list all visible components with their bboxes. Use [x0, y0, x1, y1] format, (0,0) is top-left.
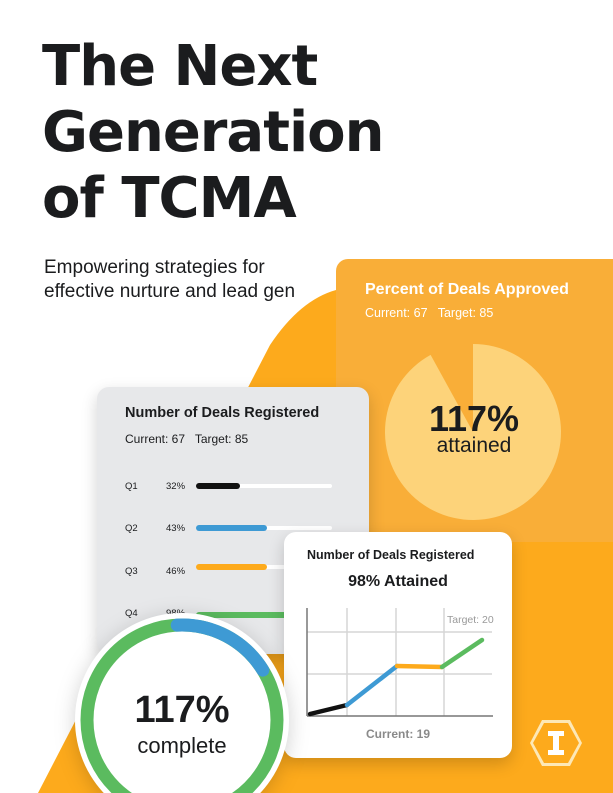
title-line-1: The Next [42, 34, 318, 99]
quarter-bar-q2 [196, 525, 267, 531]
quarter-bar-q3 [196, 564, 267, 570]
line-chart-subtitle: 98% Attained [348, 573, 448, 590]
deals-approved-title: Percent of Deals Approved [365, 281, 569, 298]
quarter-track-q2 [196, 525, 332, 531]
quarter-bar-q4 [196, 612, 330, 618]
line-segment-3 [394, 663, 445, 670]
deals-approved-label: attained [436, 434, 512, 457]
quarter-value-q2: 43% [166, 523, 186, 534]
line-chart-axes [306, 608, 493, 717]
quarter-bar-q1 [196, 483, 240, 489]
quarter-label-q3: Q3 [125, 566, 138, 577]
progress-ring-backdrop [75, 613, 289, 793]
page-subtitle: Empowering strategies for effective nurt… [44, 256, 295, 304]
quarter-label-q2: Q2 [125, 523, 138, 534]
deals-approved-percent: 117% [428, 398, 520, 439]
page-title: The Next Generation of TCMA [42, 34, 385, 232]
progress-ring-label: complete [137, 733, 227, 758]
deals-registered-title: Number of Deals Registered [125, 405, 320, 421]
quarter-label-q1: Q1 [125, 481, 138, 492]
quarter-track-q4 [196, 612, 332, 618]
title-line-2: Generation [42, 100, 385, 165]
line-chart-current-label: Current: 19 [365, 727, 430, 741]
quarter-track-q1 [196, 483, 332, 489]
line-segment-4 [439, 637, 485, 670]
quarter-value-q1: 32% [166, 481, 186, 492]
pie-slice [385, 344, 561, 521]
title-line-3: of TCMA [42, 166, 297, 231]
quarter-label-q4: Q4 [125, 608, 138, 619]
subtitle-line-1: Empowering strategies for [44, 257, 265, 278]
quarter-value-q3: 46% [166, 566, 186, 577]
line-chart-target-label: Target: 20 [447, 614, 494, 626]
hexagon-i-logo [530, 720, 582, 766]
progress-ring-overflow [170, 618, 270, 677]
line-chart-grid [307, 608, 492, 716]
line-chart-series [307, 637, 485, 717]
subtitle-line-2: effective nurture and lead gen [44, 281, 296, 302]
quarter-track-q3 [196, 564, 332, 570]
line-chart-title: Number of Deals Registered [307, 548, 475, 562]
deals-approved-subtitle: Current: 67 Target: 85 [365, 306, 494, 320]
progress-ring-percent: 117% [134, 689, 230, 731]
line-segment-2 [344, 663, 400, 708]
line-segment-1 [307, 702, 350, 717]
deals-registered-subtitle: Current: 67 Target: 85 [125, 432, 249, 446]
